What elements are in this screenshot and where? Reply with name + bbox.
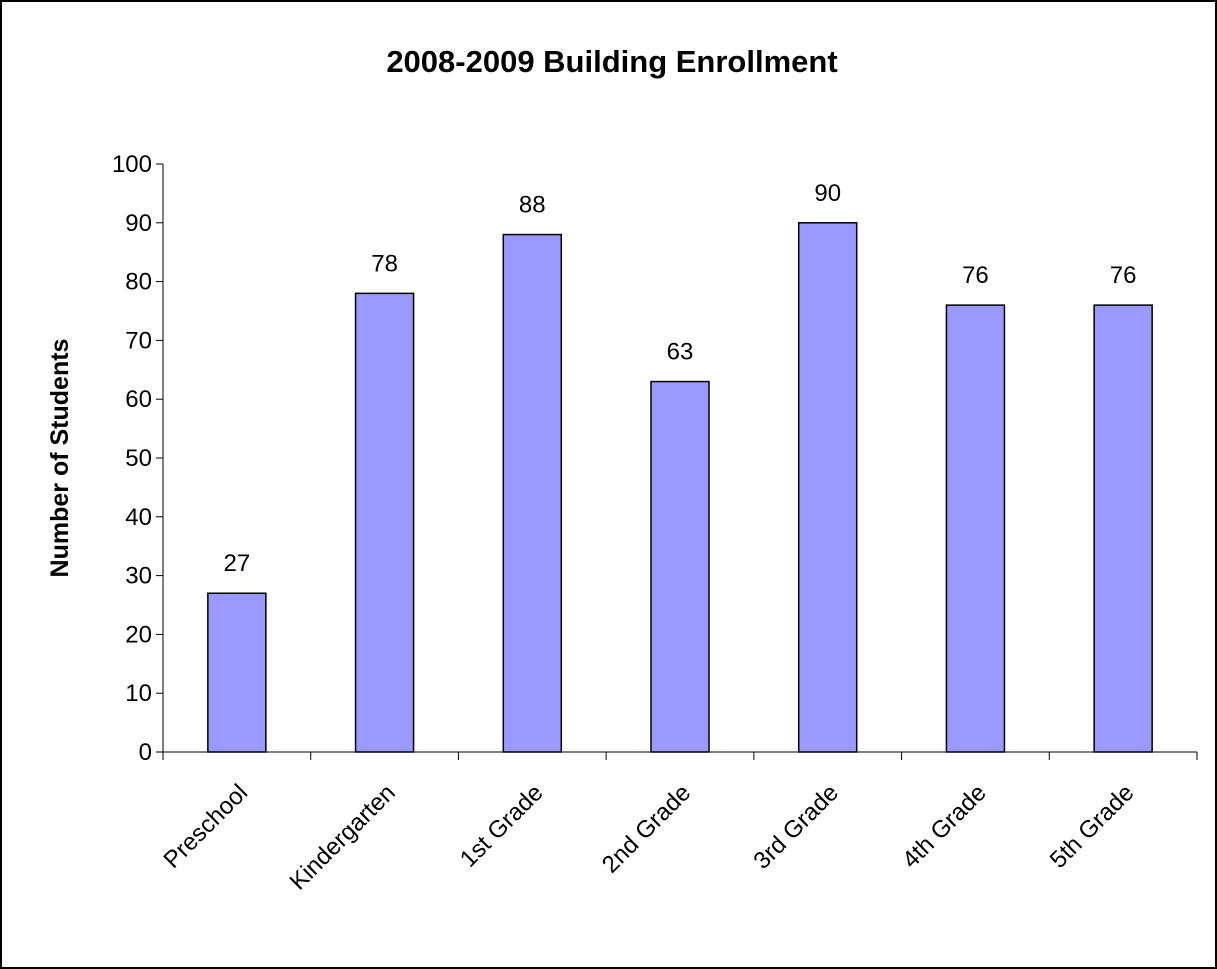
y-tick-label: 60 xyxy=(125,386,152,413)
plot-area: 0 10 20 30 40 50 60 70 80 90 100 27 Preschool 78 Kinde… xyxy=(112,151,1198,895)
chart-title: 2008-2009 Building Enrollment xyxy=(386,44,837,79)
x-category-label: 2nd Grade xyxy=(597,779,696,878)
bar xyxy=(207,592,267,753)
x-category-label: Kindergarten xyxy=(285,779,401,895)
bar xyxy=(354,292,415,753)
data-label: 76 xyxy=(1110,262,1137,289)
y-tick-label: 40 xyxy=(125,504,152,531)
x-category-label: 1st Grade xyxy=(455,779,549,873)
y-tick-label: 50 xyxy=(125,445,152,472)
y-tick-label: 30 xyxy=(125,563,152,590)
y-tick-label: 20 xyxy=(125,621,152,648)
data-label: 27 xyxy=(224,550,251,577)
data-label: 76 xyxy=(962,262,989,289)
bar xyxy=(502,233,563,753)
x-category-label: 5th Grade xyxy=(1045,779,1140,874)
data-label: 88 xyxy=(519,192,546,219)
y-tick-label: 10 xyxy=(125,680,152,707)
bar xyxy=(945,304,1006,753)
y-tick-label: 70 xyxy=(125,327,152,354)
y-tick-label: 0 xyxy=(139,739,152,766)
data-label: 90 xyxy=(814,180,841,207)
bar xyxy=(797,222,858,753)
y-tick-label: 80 xyxy=(125,269,152,296)
x-category-label: 3rd Grade xyxy=(748,779,844,875)
x-category-label: 4th Grade xyxy=(897,779,992,874)
data-label: 63 xyxy=(667,339,694,366)
data-label: 78 xyxy=(371,250,398,277)
y-tick-label: 90 xyxy=(125,210,152,237)
bar xyxy=(650,380,710,753)
y-tick-label: 100 xyxy=(112,151,152,178)
x-category-label: Preschool xyxy=(159,779,254,874)
y-axis-label: Number of Students xyxy=(46,339,74,578)
bar xyxy=(1093,304,1153,753)
